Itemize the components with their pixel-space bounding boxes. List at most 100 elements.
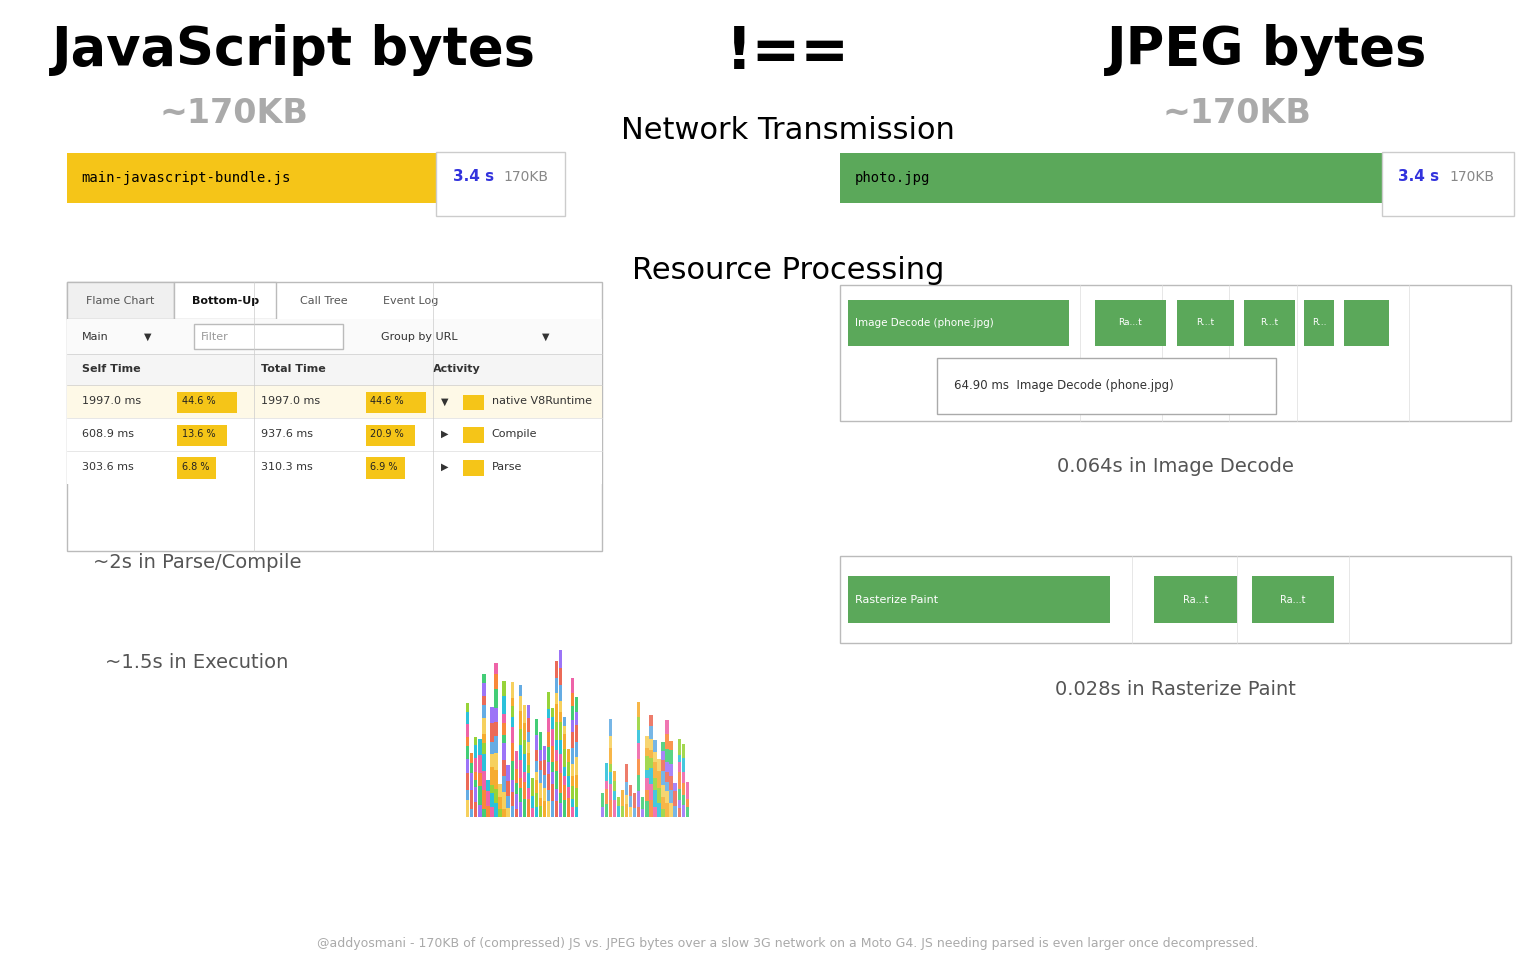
Bar	[564, 777, 567, 785]
Bar	[527, 718, 530, 732]
Bar	[547, 801, 550, 817]
FancyBboxPatch shape	[66, 282, 602, 551]
Text: 3.4 s: 3.4 s	[453, 169, 493, 185]
Bar	[571, 747, 574, 764]
Bar	[559, 740, 562, 754]
FancyBboxPatch shape	[1344, 300, 1390, 346]
Bar	[510, 806, 515, 817]
Text: Resource Processing: Resource Processing	[631, 256, 945, 285]
Bar	[510, 717, 515, 727]
Bar	[519, 778, 522, 788]
FancyBboxPatch shape	[66, 153, 516, 203]
Bar	[554, 660, 558, 678]
Bar	[507, 796, 510, 808]
Bar	[601, 793, 604, 807]
Bar	[478, 773, 481, 786]
Bar	[574, 757, 579, 776]
Bar	[605, 789, 608, 804]
Bar	[502, 722, 505, 735]
Bar	[677, 762, 680, 772]
Bar	[498, 784, 502, 797]
Bar	[567, 798, 570, 817]
Bar	[482, 754, 485, 771]
Bar	[650, 739, 653, 749]
Bar	[478, 786, 481, 805]
Bar	[571, 732, 574, 747]
Bar	[547, 718, 550, 732]
Bar	[637, 776, 641, 791]
Bar	[657, 772, 660, 788]
Bar	[670, 804, 673, 817]
Bar	[490, 807, 493, 817]
Bar	[574, 712, 579, 725]
Text: Call Tree: Call Tree	[300, 296, 347, 306]
Text: ▼: ▼	[144, 332, 152, 341]
Bar	[564, 801, 567, 817]
Bar	[571, 800, 574, 807]
Bar	[547, 747, 550, 762]
Bar	[677, 789, 680, 800]
FancyBboxPatch shape	[937, 358, 1275, 414]
Bar	[630, 797, 633, 806]
Text: Flame Chart: Flame Chart	[86, 296, 155, 306]
Bar	[510, 682, 515, 697]
Bar	[608, 783, 613, 800]
Bar	[535, 750, 538, 761]
Bar	[547, 691, 550, 709]
Bar	[502, 792, 505, 809]
Bar	[539, 806, 542, 817]
Text: ~2s in Parse/Compile: ~2s in Parse/Compile	[92, 553, 301, 572]
Bar	[574, 697, 579, 712]
Bar	[519, 685, 522, 696]
Bar	[673, 783, 677, 791]
Bar	[571, 678, 574, 692]
Bar	[487, 791, 490, 806]
Bar	[657, 804, 660, 817]
Bar	[567, 749, 570, 762]
Bar	[662, 785, 665, 798]
Bar	[650, 758, 653, 768]
Bar	[482, 808, 485, 817]
Bar	[531, 777, 535, 797]
Bar	[495, 674, 498, 689]
Bar	[662, 743, 665, 750]
Bar	[574, 787, 579, 806]
Bar	[653, 806, 656, 817]
FancyBboxPatch shape	[66, 451, 602, 484]
Bar	[475, 772, 478, 779]
Bar	[637, 730, 641, 743]
FancyBboxPatch shape	[1382, 152, 1513, 216]
Bar	[522, 754, 525, 773]
Text: ▼: ▼	[542, 332, 550, 341]
Bar	[551, 729, 554, 746]
Bar	[522, 740, 525, 754]
Bar	[551, 708, 554, 717]
Bar	[645, 770, 648, 778]
Bar	[465, 800, 470, 817]
Bar	[522, 705, 525, 723]
Bar	[677, 740, 680, 754]
Bar	[677, 808, 680, 817]
Text: 6.8 %: 6.8 %	[181, 462, 209, 472]
Bar	[554, 749, 558, 761]
Bar	[559, 686, 562, 701]
Bar	[637, 806, 641, 817]
Bar	[625, 764, 628, 781]
Bar	[564, 718, 567, 726]
Bar	[665, 803, 668, 817]
Bar	[542, 775, 547, 787]
Bar	[495, 722, 498, 736]
Bar	[465, 790, 470, 800]
Bar	[519, 729, 522, 745]
Bar	[650, 800, 653, 817]
Bar	[490, 707, 493, 723]
Bar	[551, 762, 554, 772]
Text: Filter: Filter	[201, 332, 229, 341]
Bar	[662, 771, 665, 785]
Bar	[535, 780, 538, 793]
Bar	[633, 808, 636, 817]
Bar	[539, 798, 542, 806]
Bar	[559, 774, 562, 793]
Text: 0.028s in Rasterize Paint: 0.028s in Rasterize Paint	[1055, 680, 1296, 699]
Bar	[522, 773, 525, 782]
